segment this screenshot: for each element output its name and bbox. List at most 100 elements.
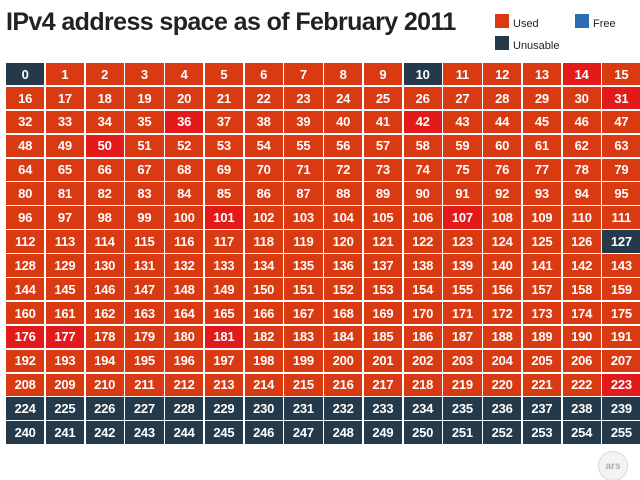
- address-block-168: 168: [324, 301, 363, 325]
- address-block-7: 7: [284, 63, 323, 86]
- address-block-119: 119: [284, 230, 323, 253]
- address-block-184: 184: [324, 325, 363, 349]
- address-block-204: 204: [483, 349, 522, 373]
- address-block-104: 104: [324, 206, 363, 229]
- address-block-126: 126: [562, 230, 601, 253]
- address-block-57: 57: [363, 134, 402, 158]
- address-block-4: 4: [165, 63, 204, 86]
- address-block-86: 86: [244, 182, 283, 205]
- address-block-71: 71: [284, 158, 323, 181]
- address-block-233: 233: [363, 397, 402, 420]
- address-block-42: 42: [403, 110, 442, 134]
- address-block-121: 121: [363, 230, 402, 253]
- address-block-27: 27: [443, 86, 482, 110]
- address-block-30: 30: [562, 86, 601, 110]
- address-block-138: 138: [403, 254, 442, 277]
- address-block-35: 35: [125, 110, 164, 134]
- address-block-215: 215: [284, 373, 323, 396]
- address-block-139: 139: [443, 254, 482, 277]
- address-block-21: 21: [204, 86, 243, 110]
- address-block-234: 234: [403, 397, 442, 420]
- address-block-37: 37: [204, 110, 243, 134]
- address-block-189: 189: [522, 325, 561, 349]
- address-block-31: 31: [602, 86, 640, 110]
- address-block-99: 99: [125, 206, 164, 229]
- address-block-193: 193: [45, 349, 84, 373]
- legend-label-unusable: Unusable: [513, 40, 560, 52]
- address-block-6: 6: [244, 63, 283, 86]
- address-block-137: 137: [363, 254, 402, 277]
- address-block-158: 158: [562, 278, 601, 301]
- address-block-186: 186: [403, 325, 442, 349]
- address-block-243: 243: [125, 421, 164, 444]
- address-block-253: 253: [522, 421, 561, 444]
- address-block-43: 43: [443, 110, 482, 134]
- address-block-92: 92: [483, 182, 522, 205]
- address-block-112: 112: [6, 230, 45, 253]
- address-block-220: 220: [483, 373, 522, 396]
- address-block-78: 78: [562, 158, 601, 181]
- address-block-129: 129: [45, 254, 84, 277]
- address-block-108: 108: [483, 206, 522, 229]
- address-block-148: 148: [165, 278, 204, 301]
- address-block-79: 79: [602, 158, 640, 181]
- address-block-127: 127: [602, 230, 640, 253]
- legend-item-free: Free: [575, 14, 616, 31]
- address-block-228: 228: [165, 397, 204, 420]
- address-block-174: 174: [562, 301, 601, 325]
- address-block-116: 116: [165, 230, 204, 253]
- address-block-209: 209: [45, 373, 84, 396]
- address-block-217: 217: [363, 373, 402, 396]
- address-block-153: 153: [363, 278, 402, 301]
- address-block-152: 152: [324, 278, 363, 301]
- address-block-44: 44: [483, 110, 522, 134]
- address-block-13: 13: [522, 63, 561, 86]
- legend: Used Free Unusable: [495, 14, 635, 54]
- address-block-11: 11: [443, 63, 482, 86]
- address-block-15: 15: [602, 63, 640, 86]
- address-block-166: 166: [244, 301, 283, 325]
- address-block-18: 18: [85, 86, 124, 110]
- address-block-222: 222: [562, 373, 601, 396]
- address-block-141: 141: [522, 254, 561, 277]
- address-block-34: 34: [85, 110, 124, 134]
- address-block-26: 26: [403, 86, 442, 110]
- address-block-194: 194: [85, 349, 124, 373]
- address-block-50: 50: [85, 134, 124, 158]
- address-block-200: 200: [324, 349, 363, 373]
- address-block-177: 177: [45, 325, 84, 349]
- address-block-39: 39: [284, 110, 323, 134]
- address-block-169: 169: [363, 301, 402, 325]
- address-block-64: 64: [6, 158, 45, 181]
- address-block-142: 142: [562, 254, 601, 277]
- address-block-93: 93: [522, 182, 561, 205]
- address-block-227: 227: [125, 397, 164, 420]
- legend-label-free: Free: [593, 18, 616, 30]
- address-block-0: 0: [6, 63, 45, 86]
- address-block-181: 181: [204, 325, 243, 349]
- address-block-109: 109: [522, 206, 561, 229]
- address-block-255: 255: [602, 421, 640, 444]
- address-block-46: 46: [562, 110, 601, 134]
- address-block-19: 19: [125, 86, 164, 110]
- address-block-67: 67: [125, 158, 164, 181]
- address-block-5: 5: [204, 63, 243, 86]
- legend-item-used: Used: [495, 14, 539, 31]
- legend-swatch-used: [495, 14, 509, 28]
- address-block-70: 70: [244, 158, 283, 181]
- address-block-51: 51: [125, 134, 164, 158]
- address-block-192: 192: [6, 349, 45, 373]
- address-block-199: 199: [284, 349, 323, 373]
- address-block-191: 191: [602, 325, 640, 349]
- address-block-218: 218: [403, 373, 442, 396]
- address-block-147: 147: [125, 278, 164, 301]
- address-block-210: 210: [85, 373, 124, 396]
- address-block-205: 205: [522, 349, 561, 373]
- address-block-118: 118: [244, 230, 283, 253]
- address-block-10: 10: [403, 63, 442, 86]
- address-block-167: 167: [284, 301, 323, 325]
- address-block-133: 133: [204, 254, 243, 277]
- address-block-251: 251: [443, 421, 482, 444]
- legend-swatch-unusable: [495, 36, 509, 50]
- address-block-32: 32: [6, 110, 45, 134]
